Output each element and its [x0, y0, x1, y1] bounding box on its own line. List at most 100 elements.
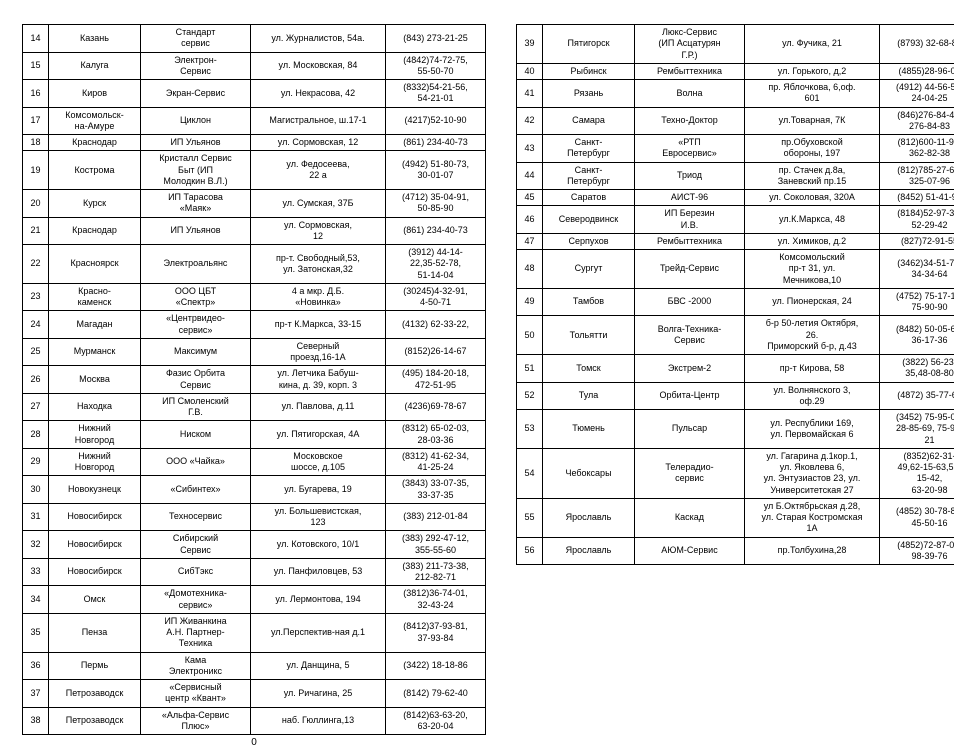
- row-number: 54: [517, 448, 543, 498]
- city: Чебоксары: [543, 448, 635, 498]
- row-number: 24: [23, 311, 49, 339]
- city: Саратов: [543, 190, 635, 206]
- organization: ООО ЦБТ«Спектр»: [141, 283, 251, 311]
- organization: Техносервис: [141, 503, 251, 531]
- phone: (843) 273-21-25: [386, 25, 486, 53]
- table-row: 41РязаньВолнапр. Яблочкова, 6,оф.601(491…: [517, 80, 954, 108]
- phone: (861) 234-40-73: [386, 135, 486, 151]
- city: Петрозаводск: [49, 707, 141, 735]
- row-number: 52: [517, 382, 543, 410]
- page-number: 0: [22, 737, 486, 748]
- phone: (4712) 35-04-91,50-85-90: [386, 190, 486, 218]
- phone: (812)785-27-65,325-07-96: [880, 162, 954, 190]
- organization: Стандартсервис: [141, 25, 251, 53]
- address: пр. Стачек д.8а,Заневский пр.15: [745, 162, 880, 190]
- address: ул. Некрасова, 42: [251, 80, 386, 108]
- phone: (3822) 56-23-35,48-08-80: [880, 355, 954, 383]
- organization: Люкс-Сервис(ИП АсцатурянГ.Р.): [635, 25, 745, 64]
- phone: (4752) 75-17-18,75-90-90: [880, 288, 954, 316]
- row-number: 39: [517, 25, 543, 64]
- city: Новосибирск: [49, 531, 141, 559]
- table-row: 15КалугаЭлектрон-Сервисул. Московская, 8…: [23, 52, 486, 80]
- city: НижнийНовгород: [49, 448, 141, 476]
- table-row: 32НовосибирскСибирскийСервисул. Котовско…: [23, 531, 486, 559]
- phone: (8142)63-63-20,63-20-04: [386, 707, 486, 735]
- phone: (3812)36-74-01,32-43-24: [386, 586, 486, 614]
- table-row: 16КировЭкран-Сервисул. Некрасова, 42(833…: [23, 80, 486, 108]
- city: Сургут: [543, 250, 635, 289]
- address: ул. Панфиловцев, 53: [251, 558, 386, 586]
- address: пр-т Кирова, 58: [745, 355, 880, 383]
- row-number: 29: [23, 448, 49, 476]
- row-number: 56: [517, 537, 543, 565]
- phone: (827)72-91-55: [880, 233, 954, 249]
- organization: Рембыттехника: [635, 233, 745, 249]
- city: Тюмень: [543, 410, 635, 449]
- row-number: 48: [517, 250, 543, 289]
- city: Курск: [49, 190, 141, 218]
- row-number: 46: [517, 206, 543, 234]
- address: ул. Республики 169,ул. Первомайская 6: [745, 410, 880, 449]
- organization: Ниском: [141, 421, 251, 449]
- city: Новокузнецк: [49, 476, 141, 504]
- table-row: 49ТамбовБВС -2000ул. Пионерская, 24(4752…: [517, 288, 954, 316]
- row-number: 23: [23, 283, 49, 311]
- table-row: 18КраснодарИП Ульяновул. Сормовская, 12(…: [23, 135, 486, 151]
- address: ул. Лермонтова, 194: [251, 586, 386, 614]
- address: ул. Горького, д,2: [745, 63, 880, 79]
- address: ул. Московская, 84: [251, 52, 386, 80]
- city: Комсомольск-на-Амуре: [49, 107, 141, 135]
- address: ул. Сумская, 37Б: [251, 190, 386, 218]
- row-number: 32: [23, 531, 49, 559]
- row-number: 21: [23, 217, 49, 245]
- phone: (495) 184-20-18,472-51-95: [386, 366, 486, 394]
- row-number: 50: [517, 316, 543, 355]
- table-row: 51ТомскЭкстрем-2пр-т Кирова, 58(3822) 56…: [517, 355, 954, 383]
- table-row: 48СургутТрейд-СервисКомсомольскийпр-т 31…: [517, 250, 954, 289]
- city: Краснодар: [49, 135, 141, 151]
- organization: ИП СмоленскийГ.В.: [141, 393, 251, 421]
- table-row: 28НижнийНовгородНискомул. Пятигорская, 4…: [23, 421, 486, 449]
- table-row: 45СаратовАИСТ-96ул. Соколовая, 320А(8452…: [517, 190, 954, 206]
- row-number: 49: [517, 288, 543, 316]
- table-row: 26МоскваФазис ОрбитаСервисул. Летчика Ба…: [23, 366, 486, 394]
- city: Тольятти: [543, 316, 635, 355]
- row-number: 41: [517, 80, 543, 108]
- organization: Максимум: [141, 338, 251, 366]
- phone: (383) 212-01-84: [386, 503, 486, 531]
- phone: (4217)52-10-90: [386, 107, 486, 135]
- row-number: 22: [23, 245, 49, 284]
- table-row: 27НаходкаИП СмоленскийГ.В.ул. Павлова, д…: [23, 393, 486, 421]
- city: Краснодар: [49, 217, 141, 245]
- right-column: 39ПятигорскЛюкс-Сервис(ИП АсцатурянГ.Р.)…: [516, 24, 954, 675]
- address: ул. Бугарева, 19: [251, 476, 386, 504]
- row-number: 34: [23, 586, 49, 614]
- phone: (3843) 33-07-35,33-37-35: [386, 476, 486, 504]
- phone: (8312) 41-62-34,41-25-24: [386, 448, 486, 476]
- row-number: 20: [23, 190, 49, 218]
- organization: «РТПЕвросервис»: [635, 135, 745, 163]
- organization: СибирскийСервис: [141, 531, 251, 559]
- organization: ИП БерезинИ.В.: [635, 206, 745, 234]
- address: пр.Толбухина,28: [745, 537, 880, 565]
- phone: (861) 234-40-73: [386, 217, 486, 245]
- table-row: 38Петрозаводск«Альфа-СервисПлюс»наб. Гюл…: [23, 707, 486, 735]
- phone: (30245)4-32-91,4-50-71: [386, 283, 486, 311]
- table-row: 22КрасноярскЭлектроальянспр-т. Свободный…: [23, 245, 486, 284]
- right-table: 39ПятигорскЛюкс-Сервис(ИП АсцатурянГ.Р.)…: [516, 24, 954, 565]
- city: Санкт-Петербург: [543, 135, 635, 163]
- row-number: 18: [23, 135, 49, 151]
- page: 14КазаньСтандартсервисул. Журналистов, 5…: [0, 0, 954, 675]
- organization: АИСТ-96: [635, 190, 745, 206]
- organization: Трейд-Сервис: [635, 250, 745, 289]
- address: ул. Фучика, 21: [745, 25, 880, 64]
- address: ул. Гагарина д.1кор.1,ул. Яковлева 6,ул.…: [745, 448, 880, 498]
- table-row: 17Комсомольск-на-АмуреЦиклонМагистрально…: [23, 107, 486, 135]
- table-row: 44Санкт-ПетербургТриодпр. Стачек д.8а,За…: [517, 162, 954, 190]
- address: ул.Товарная, 7К: [745, 107, 880, 135]
- city: Калуга: [49, 52, 141, 80]
- city: Кострома: [49, 151, 141, 190]
- row-number: 28: [23, 421, 49, 449]
- table-row: 37Петрозаводск«Сервисныйцентр «Квант»ул.…: [23, 680, 486, 708]
- phone: (8152)26-14-67: [386, 338, 486, 366]
